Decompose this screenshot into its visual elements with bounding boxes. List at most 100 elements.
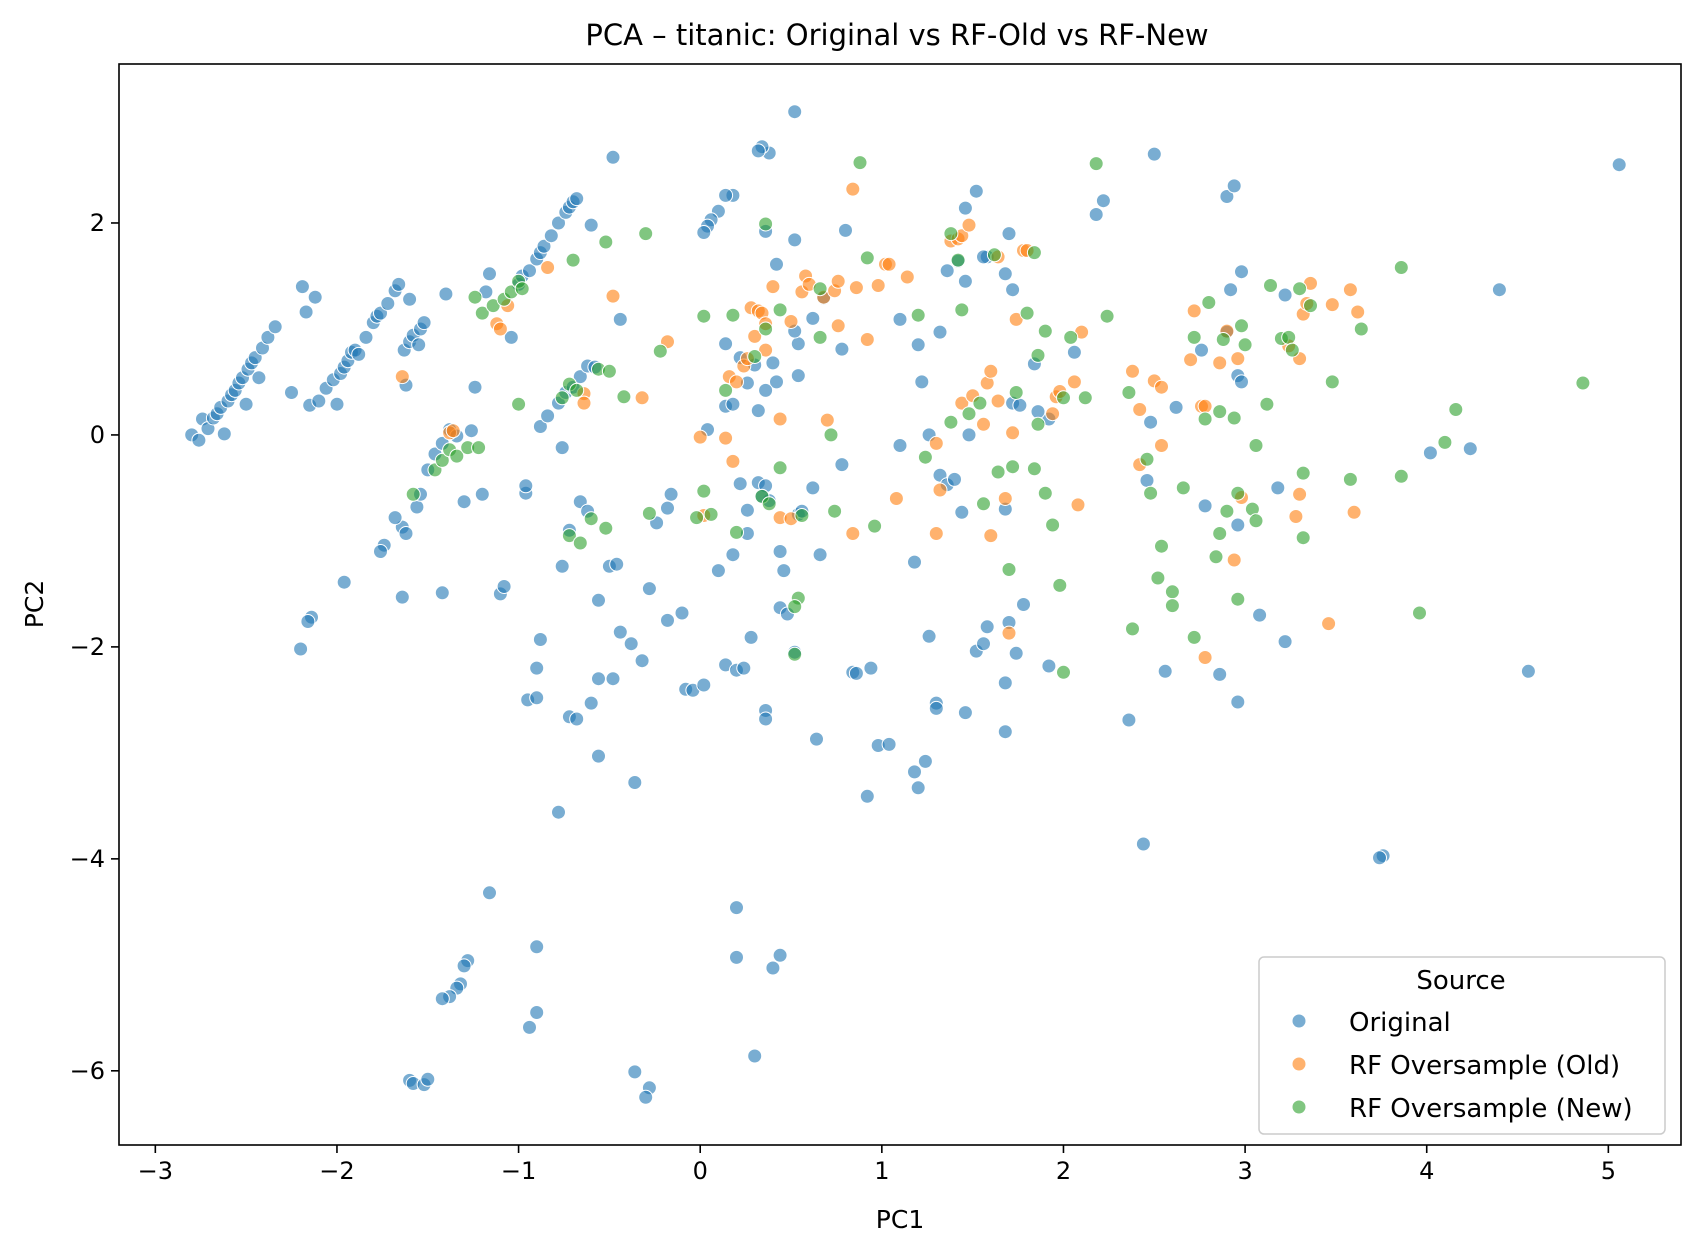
legend-marker bbox=[1291, 1099, 1307, 1115]
data-point bbox=[540, 260, 556, 275]
data-point bbox=[834, 457, 850, 473]
data-point bbox=[805, 480, 821, 496]
data-point bbox=[758, 382, 774, 398]
y-axis-label: PC2 bbox=[20, 580, 49, 628]
data-point bbox=[191, 432, 207, 448]
data-point bbox=[1219, 503, 1235, 519]
data-point bbox=[983, 528, 999, 544]
data-point bbox=[725, 453, 741, 469]
data-point bbox=[1437, 434, 1453, 450]
data-point bbox=[743, 629, 759, 645]
data-point bbox=[787, 646, 803, 662]
data-point bbox=[863, 660, 879, 676]
data-point bbox=[529, 660, 545, 676]
data-point bbox=[1041, 658, 1057, 674]
chart-title: PCA – titanic: Original vs RF-Old vs RF-… bbox=[585, 18, 1208, 52]
data-point bbox=[787, 599, 803, 615]
data-point bbox=[1139, 451, 1155, 467]
data-point bbox=[449, 448, 465, 464]
data-point bbox=[747, 1048, 763, 1064]
data-point bbox=[467, 379, 483, 395]
data-point bbox=[765, 355, 781, 371]
data-point bbox=[696, 225, 712, 240]
data-point bbox=[1342, 471, 1358, 487]
legend-entry-label: RF Oversample (New) bbox=[1349, 1094, 1633, 1124]
data-point bbox=[598, 520, 614, 536]
data-point bbox=[1288, 509, 1304, 524]
data-point bbox=[1132, 402, 1148, 417]
data-point bbox=[591, 671, 606, 687]
data-point bbox=[300, 614, 316, 629]
data-point bbox=[373, 544, 388, 559]
data-point bbox=[718, 430, 734, 446]
data-point bbox=[859, 250, 875, 266]
data-point bbox=[467, 289, 483, 305]
data-point bbox=[409, 499, 425, 515]
data-point bbox=[572, 369, 588, 385]
data-point bbox=[1230, 694, 1246, 710]
data-point bbox=[1234, 318, 1249, 334]
data-point bbox=[725, 396, 741, 412]
data-point bbox=[569, 711, 585, 727]
data-point bbox=[910, 337, 926, 353]
data-point bbox=[830, 273, 846, 289]
data-point bbox=[957, 273, 973, 289]
x-tick-label: −2 bbox=[319, 1157, 354, 1185]
data-point bbox=[957, 200, 973, 216]
data-point bbox=[943, 226, 959, 242]
data-point bbox=[910, 307, 926, 323]
data-point bbox=[772, 302, 788, 318]
data-point bbox=[674, 605, 690, 621]
data-point bbox=[750, 143, 766, 159]
data-point bbox=[736, 660, 752, 676]
data-point bbox=[750, 403, 766, 419]
data-point bbox=[703, 506, 719, 522]
data-point bbox=[1270, 480, 1286, 496]
data-point bbox=[1186, 629, 1202, 645]
data-point bbox=[1143, 414, 1159, 430]
data-point bbox=[634, 653, 650, 669]
data-point bbox=[928, 700, 944, 716]
data-point bbox=[772, 411, 788, 427]
data-point bbox=[1005, 459, 1021, 475]
data-point bbox=[1077, 390, 1093, 406]
data-point bbox=[776, 563, 792, 579]
x-tick-label: 1 bbox=[874, 1157, 889, 1185]
y-tick-label: −2 bbox=[70, 633, 105, 661]
data-point bbox=[870, 278, 886, 293]
data-point bbox=[986, 247, 1002, 263]
data-point bbox=[954, 395, 970, 411]
data-point bbox=[522, 263, 537, 279]
data-point bbox=[1448, 402, 1464, 417]
data-point bbox=[957, 705, 973, 721]
data-point bbox=[511, 396, 527, 412]
data-point bbox=[1154, 438, 1169, 453]
data-point bbox=[1008, 385, 1024, 400]
data-point bbox=[758, 321, 774, 337]
data-point bbox=[532, 419, 548, 434]
data-point bbox=[787, 232, 803, 248]
data-point bbox=[968, 183, 984, 199]
data-point bbox=[267, 319, 283, 335]
data-point bbox=[972, 395, 988, 411]
data-point bbox=[939, 263, 955, 279]
data-point bbox=[551, 804, 566, 820]
data-point bbox=[616, 389, 632, 405]
data-point bbox=[914, 374, 930, 390]
y-tick-label: −6 bbox=[70, 1057, 105, 1085]
data-point bbox=[1284, 342, 1300, 358]
data-point bbox=[692, 429, 708, 445]
data-point bbox=[976, 636, 991, 652]
data-point bbox=[1154, 379, 1169, 395]
data-point bbox=[1350, 304, 1366, 320]
data-point bbox=[1226, 410, 1242, 426]
data-point bbox=[1037, 485, 1053, 501]
data-point bbox=[1212, 666, 1228, 682]
data-point bbox=[1099, 308, 1115, 324]
data-point bbox=[1393, 468, 1409, 484]
data-point bbox=[294, 279, 310, 295]
data-point bbox=[983, 363, 999, 379]
data-point bbox=[1045, 517, 1061, 533]
data-point bbox=[1277, 287, 1293, 303]
data-point bbox=[605, 288, 621, 304]
